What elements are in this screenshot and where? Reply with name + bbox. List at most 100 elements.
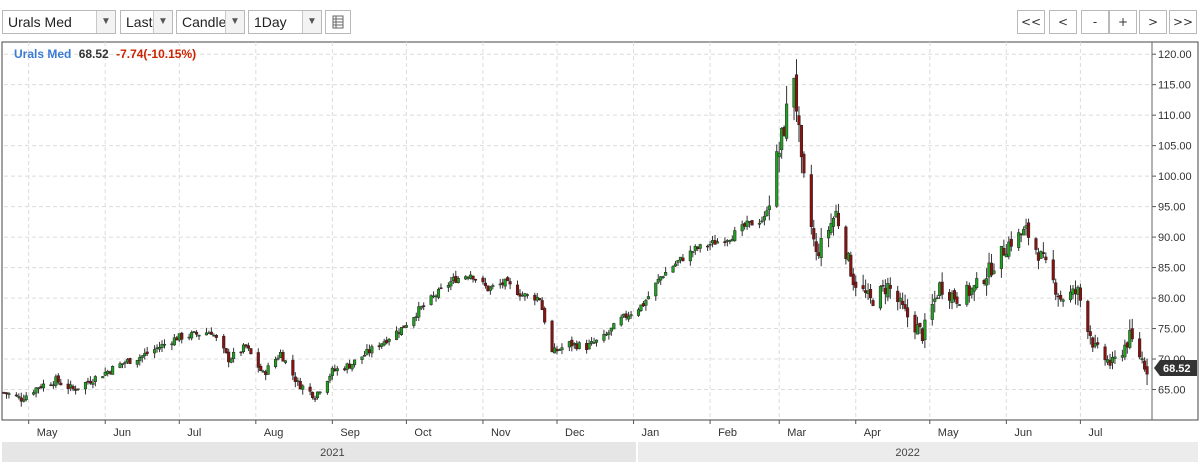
candle-down xyxy=(483,282,487,286)
candle-down xyxy=(506,277,510,282)
candle-up xyxy=(51,384,55,387)
candle-up xyxy=(1024,225,1028,229)
symbol-select[interactable]: Urals Med ▼ xyxy=(2,10,116,34)
candle-down xyxy=(869,289,873,299)
candle-up xyxy=(345,363,349,370)
candle-down xyxy=(802,153,806,174)
candle-down xyxy=(799,124,803,158)
candle-up xyxy=(283,360,287,363)
nav-prev-button[interactable]: < xyxy=(1049,10,1077,34)
candle-up xyxy=(525,294,529,296)
candle-up xyxy=(432,295,436,298)
candle-up xyxy=(619,316,623,326)
candle-up xyxy=(34,387,38,394)
candle-up xyxy=(886,283,890,298)
candle-up xyxy=(590,341,594,344)
candle-up xyxy=(315,391,320,398)
candle-up xyxy=(362,354,366,357)
candle-up xyxy=(436,289,441,298)
candle-up xyxy=(394,330,399,340)
candle-down xyxy=(195,332,199,335)
candle-down xyxy=(1073,289,1078,294)
candle-down xyxy=(883,287,887,295)
candle-up xyxy=(140,355,144,358)
candle-up xyxy=(83,382,88,390)
candle-up xyxy=(733,230,737,241)
candle-up xyxy=(1007,241,1011,257)
candle-up xyxy=(318,391,322,394)
candle-up xyxy=(335,368,339,372)
candle-up xyxy=(520,294,525,297)
zoom-in-button[interactable]: + xyxy=(1109,10,1137,34)
y-tick-label: 75.00 xyxy=(1158,324,1186,336)
nav-first-button[interactable]: << xyxy=(1017,10,1045,34)
candle-up xyxy=(646,296,650,300)
price-type-select[interactable]: Last ▼ xyxy=(120,10,173,34)
candle-down xyxy=(812,228,816,240)
candle-down xyxy=(982,280,986,284)
candle-up xyxy=(498,283,502,286)
nav-next-button[interactable]: > xyxy=(1139,10,1167,34)
candle-down xyxy=(881,285,885,287)
candle-up xyxy=(965,284,969,305)
candle-up xyxy=(535,296,539,301)
symbol-select-value: Urals Med xyxy=(8,14,72,30)
chevron-down-icon: ▼ xyxy=(302,11,321,33)
candle-down xyxy=(39,386,43,388)
interval-select[interactable]: 1Day ▼ xyxy=(248,10,322,34)
candle-up xyxy=(693,246,697,251)
candle-down xyxy=(844,226,848,259)
candle-down xyxy=(224,348,228,353)
candle-down xyxy=(256,352,260,368)
candle-down xyxy=(108,371,112,374)
candle-up xyxy=(567,341,571,348)
candle-down xyxy=(175,337,179,341)
y-axis: 65.0070.0075.0080.0085.0090.0095.00100.0… xyxy=(1151,42,1192,420)
candle-up xyxy=(785,103,789,139)
candle-up xyxy=(1106,359,1110,363)
table-view-button[interactable] xyxy=(325,10,351,34)
candle-up xyxy=(604,333,608,336)
chevron-down-icon: ▼ xyxy=(153,11,172,33)
candle-down xyxy=(540,300,544,311)
candle-up xyxy=(1128,330,1132,348)
candle-up xyxy=(350,363,354,370)
candle-down xyxy=(86,380,90,383)
candle-up xyxy=(192,331,196,333)
candle-down xyxy=(377,345,381,348)
x-tick-label: Jan xyxy=(642,427,660,439)
candle-up xyxy=(762,216,766,221)
chevron-down-icon: ▼ xyxy=(225,11,244,33)
candle-up xyxy=(748,221,752,223)
year-band-2021 xyxy=(2,442,636,462)
candle-up xyxy=(1140,358,1144,360)
candle-up xyxy=(328,375,332,381)
chart-style-select[interactable]: Candle ▼ xyxy=(176,10,245,34)
candle-up xyxy=(207,332,211,335)
candle-up xyxy=(775,151,779,207)
zoom-out-button[interactable]: - xyxy=(1081,10,1109,34)
chart-style-select-value: Candle xyxy=(182,14,227,30)
candle-down xyxy=(723,241,727,244)
candle-up xyxy=(412,317,416,326)
nav-last-button[interactable]: >> xyxy=(1169,10,1197,34)
candle-down xyxy=(543,308,547,323)
candle-up xyxy=(469,274,473,279)
x-tick-label: Jun xyxy=(113,427,131,439)
candle-down xyxy=(244,344,248,347)
candle-up xyxy=(639,304,643,312)
candle-down xyxy=(836,212,841,227)
candle-down xyxy=(1086,301,1090,332)
candle-down xyxy=(311,391,315,398)
x-tick-label: Aug xyxy=(264,427,284,439)
candle-down xyxy=(333,368,337,371)
candle-up xyxy=(7,393,11,395)
candle-down xyxy=(74,389,78,391)
candle-up xyxy=(671,266,675,273)
candle-down xyxy=(743,223,747,227)
candle-up xyxy=(365,348,369,355)
candle-down xyxy=(19,397,23,402)
candle-up xyxy=(607,332,611,335)
candle-down xyxy=(471,275,475,280)
